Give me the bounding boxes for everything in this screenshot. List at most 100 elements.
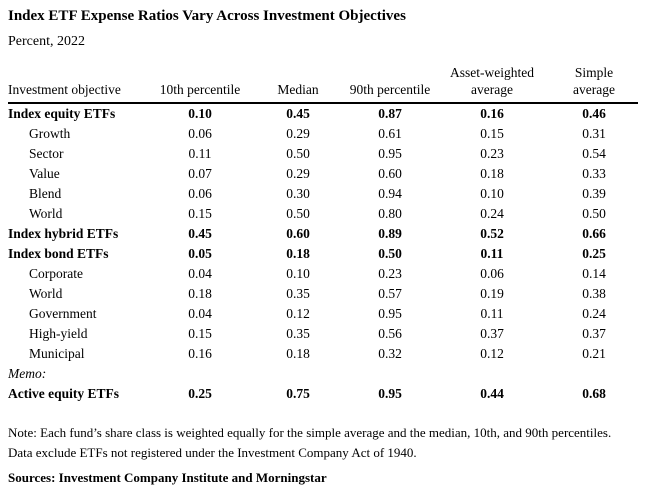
value-cell: 0.35: [286, 326, 310, 341]
figure-subtitle: Percent, 2022: [8, 34, 85, 49]
table-header-row: Investment objective 10th percentile Media…: [8, 64, 638, 104]
table-row: High-yield 0.15 0.35 0.56 0.37 0.37: [8, 324, 638, 344]
expense-ratio-table: Investment objective 10th percentile Media…: [8, 64, 638, 404]
column-header: Median: [250, 64, 346, 104]
table-row: Memo:: [8, 364, 638, 384]
value-cell: 0.12: [480, 346, 504, 361]
value-cell: [346, 364, 434, 384]
value-cell: [150, 364, 250, 384]
value-cell: 0.21: [582, 346, 606, 361]
table-row: Growth 0.06 0.29 0.61 0.15 0.31: [8, 124, 638, 144]
value-cell: 0.45: [188, 226, 212, 241]
value-cell: [434, 364, 550, 384]
row-label: Value: [29, 166, 60, 181]
value-cell: 0.89: [378, 226, 402, 241]
value-cell: 0.44: [480, 386, 504, 401]
value-cell: 0.29: [286, 166, 310, 181]
table-row: Index equity ETFs 0.10 0.45 0.87 0.16 0.46: [8, 103, 638, 124]
value-cell: 0.95: [378, 146, 402, 161]
column-header: 90th percentile: [346, 64, 434, 104]
value-cell: 0.18: [480, 166, 504, 181]
value-cell: 0.33: [582, 166, 606, 181]
value-cell: 0.50: [286, 146, 310, 161]
table-row: Active equity ETFs 0.25 0.75 0.95 0.44 0.68: [8, 384, 638, 404]
value-cell: 0.50: [286, 206, 310, 221]
row-label: Growth: [29, 126, 71, 141]
value-cell: 0.16: [480, 106, 504, 121]
value-cell: 0.32: [378, 346, 402, 361]
value-cell: 0.61: [378, 126, 402, 141]
row-label: World: [29, 206, 63, 221]
value-cell: 0.15: [188, 206, 212, 221]
value-cell: 0.66: [582, 226, 606, 241]
row-label: Sector: [29, 146, 64, 161]
row-label: Index equity ETFs: [8, 106, 116, 121]
value-cell: 0.56: [378, 326, 402, 341]
value-cell: 0.50: [582, 206, 606, 221]
value-cell: 0.12: [286, 306, 310, 321]
row-label: Index hybrid ETFs: [8, 226, 119, 241]
table-row: World 0.15 0.50 0.80 0.24 0.50: [8, 204, 638, 224]
value-cell: 0.11: [188, 146, 212, 161]
value-cell: 0.07: [188, 166, 212, 181]
value-cell: 0.25: [188, 386, 212, 401]
figure-title: Index ETF Expense Ratios Vary Across Inv…: [8, 8, 406, 24]
value-cell: 0.24: [480, 206, 504, 221]
value-cell: 0.16: [188, 346, 212, 361]
value-cell: 0.06: [188, 186, 212, 201]
value-cell: 0.11: [480, 306, 504, 321]
value-cell: 0.04: [188, 306, 212, 321]
value-cell: 0.68: [582, 386, 606, 401]
row-label: Government: [29, 306, 97, 321]
value-cell: [550, 364, 638, 384]
value-cell: 0.15: [188, 326, 212, 341]
column-header: 10th percentile: [150, 64, 250, 104]
value-cell: 0.19: [480, 286, 504, 301]
row-label: Corporate: [29, 266, 83, 281]
note-line-1: Note: Each fund’s share class is weighte…: [8, 425, 612, 440]
row-label: Blend: [29, 186, 62, 201]
value-cell: 0.14: [582, 266, 606, 281]
value-cell: 0.23: [480, 146, 504, 161]
table-row: Blend 0.06 0.30 0.94 0.10 0.39: [8, 184, 638, 204]
value-cell: 0.46: [582, 106, 606, 121]
table-row: Index bond ETFs 0.05 0.18 0.50 0.11 0.25: [8, 244, 638, 264]
value-cell: 0.18: [188, 286, 212, 301]
table-row: Index hybrid ETFs 0.45 0.60 0.89 0.52 0.66: [8, 224, 638, 244]
sources-line: Sources: Investment Company Institute an…: [8, 470, 327, 485]
value-cell: 0.18: [286, 346, 310, 361]
table-row: Municipal 0.16 0.18 0.32 0.12 0.21: [8, 344, 638, 364]
row-label: Memo:: [8, 366, 47, 381]
value-cell: 0.75: [286, 386, 310, 401]
value-cell: 0.37: [480, 326, 504, 341]
table-header: Investment objective 10th percentile Media…: [8, 64, 638, 104]
value-cell: 0.38: [582, 286, 606, 301]
value-cell: [250, 364, 346, 384]
value-cell: 0.10: [480, 186, 504, 201]
value-cell: 0.54: [582, 146, 606, 161]
table-row: Value 0.07 0.29 0.60 0.18 0.33: [8, 164, 638, 184]
value-cell: 0.57: [378, 286, 402, 301]
value-cell: 0.24: [582, 306, 606, 321]
value-cell: 0.05: [188, 246, 212, 261]
value-cell: 0.23: [378, 266, 402, 281]
column-header: Simple average: [550, 64, 638, 104]
value-cell: 0.06: [188, 126, 212, 141]
value-cell: 0.87: [378, 106, 402, 121]
row-label: Active equity ETFs: [8, 386, 119, 401]
column-header: Asset-weighted average: [434, 64, 550, 104]
table-row: Corporate 0.04 0.10 0.23 0.06 0.14: [8, 264, 638, 284]
value-cell: 0.29: [286, 126, 310, 141]
value-cell: 0.25: [582, 246, 606, 261]
row-label: World: [29, 286, 63, 301]
row-label: Index bond ETFs: [8, 246, 109, 261]
value-cell: 0.60: [378, 166, 402, 181]
value-cell: 0.18: [286, 246, 310, 261]
value-cell: 0.95: [378, 386, 402, 401]
table-row: Government 0.04 0.12 0.95 0.11 0.24: [8, 304, 638, 324]
value-cell: 0.35: [286, 286, 310, 301]
row-label: High-yield: [29, 326, 88, 341]
value-cell: 0.10: [286, 266, 310, 281]
value-cell: 0.31: [582, 126, 606, 141]
